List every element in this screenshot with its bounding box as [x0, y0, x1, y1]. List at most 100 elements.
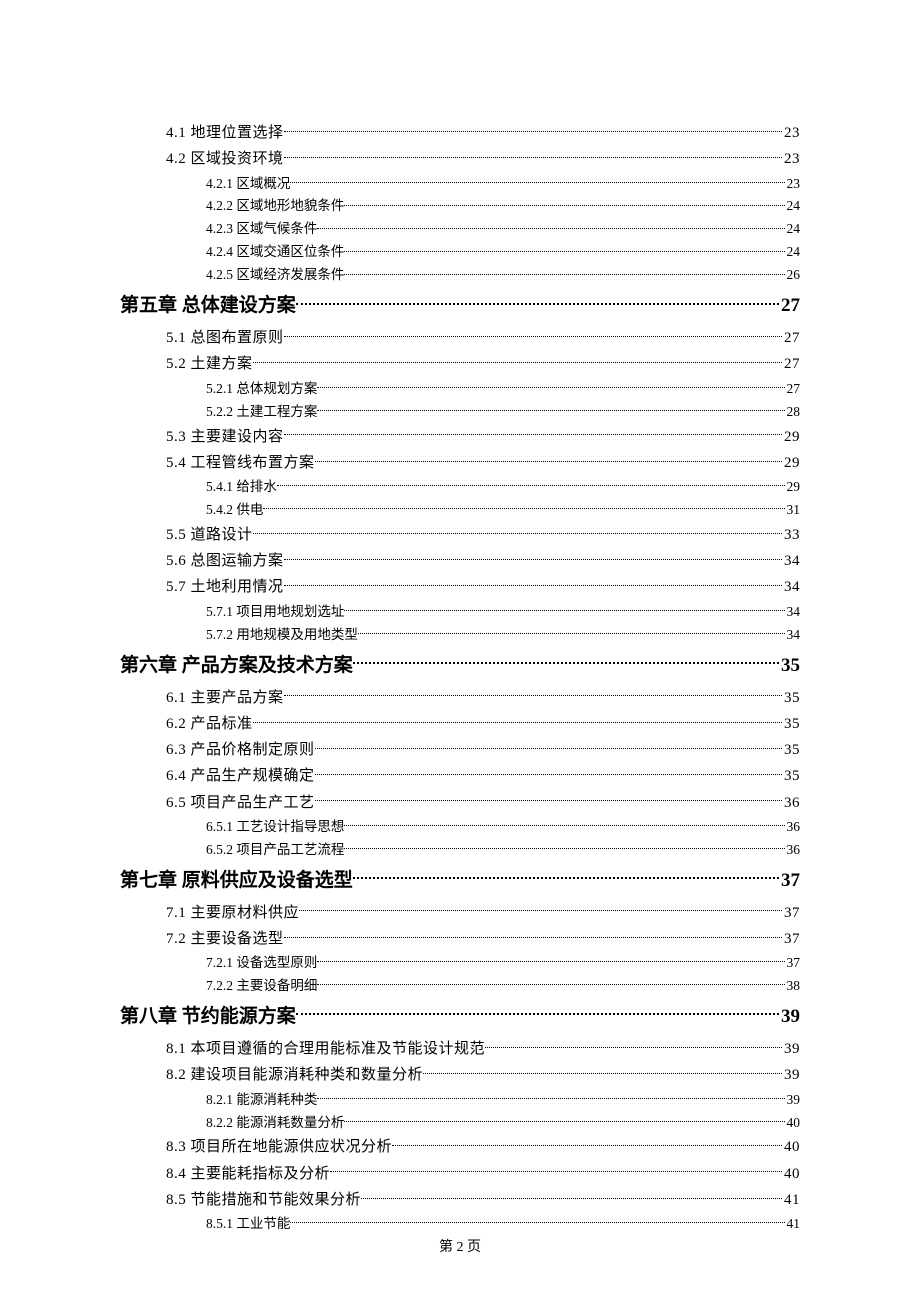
toc-entry-page: 24	[785, 195, 801, 218]
toc-entry-page: 34	[785, 601, 801, 624]
toc-entry-page: 40	[785, 1112, 801, 1135]
toc-entry-page: 40	[782, 1134, 800, 1160]
toc-leader	[392, 1136, 782, 1151]
toc-leader	[290, 174, 784, 188]
toc-entry-label: 8.5.1 工业节能	[206, 1213, 290, 1236]
toc-entry-page: 27	[782, 325, 800, 351]
toc-entry-label: 5.2.2 土建工程方案	[206, 401, 317, 424]
toc-entry-page: 23	[782, 146, 800, 172]
toc-leader	[253, 353, 782, 368]
toc-entry-page: 24	[785, 241, 801, 264]
toc-entry: 5.5 道路设计 33	[166, 522, 800, 548]
toc-entry-page: 34	[782, 574, 800, 600]
toc-leader	[330, 1163, 782, 1178]
toc-entry-label: 4.2.5 区域经济发展条件	[206, 264, 344, 287]
toc-entry-label: 第六章 产品方案及技术方案	[120, 647, 353, 685]
toc-entry-page: 35	[782, 711, 800, 737]
toc-entry: 5.4.1 给排水29	[206, 476, 800, 499]
toc-entry-page: 36	[782, 790, 800, 816]
toc-leader	[284, 928, 782, 943]
toc-entry-label: 5.1 总图布置原则	[166, 325, 284, 351]
toc-entry: 7.2 主要设备选型37	[166, 926, 800, 952]
toc-leader	[296, 1003, 779, 1022]
toc-leader	[284, 122, 782, 137]
toc-entry-page: 39	[782, 1062, 800, 1088]
toc-entry: 8.2.1 能源消耗种类 39	[206, 1089, 800, 1112]
toc-entry-page: 39	[779, 998, 800, 1036]
toc-entry-page: 36	[785, 816, 801, 839]
toc-entry-label: 4.2.4 区域交通区位条件	[206, 241, 344, 264]
toc-entry-page: 24	[785, 218, 801, 241]
toc-leader	[284, 687, 782, 702]
toc-leader	[358, 625, 785, 639]
toc-leader	[353, 867, 779, 886]
toc-leader	[263, 501, 784, 515]
toc-entry-label: 8.3 项目所在地能源供应状况分析	[166, 1134, 392, 1160]
toc-entry-label: 7.2.2 主要设备明细	[206, 975, 317, 998]
toc-entry: 8.2.2 能源消耗数量分析40	[206, 1112, 800, 1135]
toc-entry: 4.2.4 区域交通区位条件 24	[206, 241, 800, 264]
toc-entry: 4.2 区域投资环境23	[166, 146, 800, 172]
toc-entry: 4.2.3 区域气候条件 24	[206, 218, 800, 241]
toc-entry-label: 7.1 主要原材料供应	[166, 900, 299, 926]
toc-entry: 5.3 主要建设内容29	[166, 424, 800, 450]
toc-leader	[317, 402, 784, 416]
toc-leader	[290, 1215, 784, 1229]
toc-entry-page: 31	[785, 499, 801, 522]
toc-entry-label: 4.2.3 区域气候条件	[206, 218, 317, 241]
toc-leader	[361, 1189, 782, 1204]
toc-entry-label: 6.5.1 工艺设计指导思想	[206, 816, 344, 839]
toc-entry-label: 6.5 项目产品生产工艺	[166, 790, 315, 816]
toc-entry: 5.1 总图布置原则 27	[166, 325, 800, 351]
toc-entry-label: 5.2 土建方案	[166, 351, 253, 377]
toc-entry: 4.2.2 区域地形地貌条件 24	[206, 195, 800, 218]
toc-leader	[315, 739, 782, 754]
toc-leader	[344, 266, 784, 280]
table-of-contents: 4.1 地理位置选择234.2 区域投资环境234.2.1 区域概况234.2.…	[120, 120, 800, 1236]
toc-entry-page: 41	[785, 1213, 801, 1236]
toc-entry-label: 6.4 产品生产规模确定	[166, 763, 315, 789]
toc-entry-page: 33	[782, 522, 800, 548]
toc-entry-page: 39	[785, 1089, 801, 1112]
toc-leader	[284, 327, 782, 342]
toc-entry-page: 36	[785, 839, 801, 862]
toc-entry-page: 35	[782, 763, 800, 789]
toc-leader	[344, 197, 784, 211]
toc-entry-page: 23	[785, 173, 801, 196]
toc-entry: 5.2.1 总体规划方案27	[206, 378, 800, 401]
toc-entry-page: 34	[782, 548, 800, 574]
toc-entry-page: 37	[785, 952, 801, 975]
toc-entry: 8.1 本项目遵循的合理用能标准及节能设计规范39	[166, 1036, 800, 1062]
toc-leader	[317, 954, 784, 968]
toc-entry-label: 5.4.2 供电	[206, 499, 263, 522]
toc-leader	[315, 765, 782, 780]
toc-entry-page: 38	[785, 975, 801, 998]
toc-entry: 6.5.2 项目产品工艺流程36	[206, 839, 800, 862]
toc-entry-label: 第五章 总体建设方案	[120, 287, 296, 325]
toc-entry-label: 6.1 主要产品方案	[166, 685, 284, 711]
toc-entry-label: 5.6 总图运输方案	[166, 548, 284, 574]
toc-entry-page: 40	[782, 1161, 800, 1187]
toc-entry: 4.1 地理位置选择23	[166, 120, 800, 146]
toc-entry-label: 6.3 产品价格制定原则	[166, 737, 315, 763]
toc-leader	[284, 576, 782, 591]
toc-entry-page: 37	[779, 862, 800, 900]
toc-entry: 6.1 主要产品方案35	[166, 685, 800, 711]
toc-entry: 5.7 土地利用情况34	[166, 574, 800, 600]
toc-entry: 7.2.1 设备选型原则37	[206, 952, 800, 975]
toc-entry-label: 8.2.1 能源消耗种类	[206, 1089, 317, 1112]
toc-leader	[423, 1064, 782, 1079]
toc-entry: 7.2.2 主要设备明细 38	[206, 975, 800, 998]
toc-entry-page: 27	[785, 378, 801, 401]
toc-entry: 6.3 产品价格制定原则35	[166, 737, 800, 763]
toc-entry-label: 4.2.2 区域地形地貌条件	[206, 195, 344, 218]
toc-entry-label: 5.4 工程管线布置方案	[166, 450, 315, 476]
toc-entry-page: 29	[782, 450, 800, 476]
toc-leader	[284, 148, 782, 163]
toc-leader	[317, 379, 784, 393]
toc-entry-label: 7.2 主要设备选型	[166, 926, 284, 952]
toc-entry-label: 8.1 本项目遵循的合理用能标准及节能设计规范	[166, 1036, 485, 1062]
toc-entry-page: 29	[785, 476, 801, 499]
toc-entry-label: 5.5 道路设计	[166, 522, 253, 548]
toc-leader	[299, 902, 782, 917]
